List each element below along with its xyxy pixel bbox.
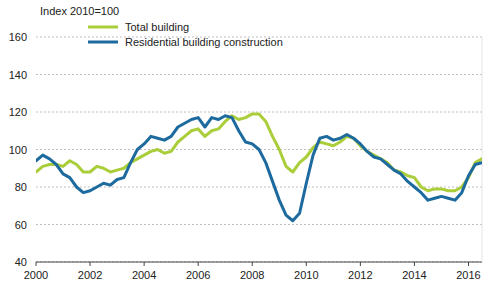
legend-swatch	[88, 26, 118, 29]
y-tick-label: 120	[9, 106, 27, 118]
x-axis-line	[36, 262, 482, 263]
grid-line	[36, 74, 482, 75]
y-tick-label: 140	[9, 69, 27, 81]
grid-line	[36, 112, 482, 113]
x-tick-label: 2004	[132, 269, 156, 281]
x-tick	[468, 262, 469, 266]
legend-swatch	[88, 41, 118, 44]
chart-svg: 40 60 80 100 120 140 160 2000 2002 2004 2006 2008 20…	[0, 0, 491, 302]
x-tick	[306, 262, 307, 266]
legend-label: Total building	[125, 21, 189, 33]
x-tick-label: 2000	[24, 269, 48, 281]
plot-area	[36, 114, 482, 221]
series-line	[36, 116, 482, 221]
y-tick-label: 100	[9, 144, 27, 156]
legend-label: Residential building construction	[125, 36, 283, 48]
x-tick	[360, 262, 361, 266]
x-tick	[252, 262, 253, 266]
chart-container: 40 60 80 100 120 140 160 2000 2002 2004 2006 2008 20…	[0, 0, 491, 302]
x-tick-label: 2006	[186, 269, 210, 281]
x-tick-label: 2012	[348, 269, 372, 281]
background	[0, 0, 491, 302]
x-tick	[36, 262, 37, 266]
x-tick-label: 2014	[402, 269, 426, 281]
x-tick	[90, 262, 91, 266]
x-tick-label: 2016	[456, 269, 480, 281]
x-tick-label: 2002	[78, 269, 102, 281]
y-tick-label: 40	[15, 256, 27, 268]
x-tick	[198, 262, 199, 266]
x-tick	[414, 262, 415, 266]
x-tick-label: 2008	[240, 269, 264, 281]
x-tick-label: 2010	[294, 269, 318, 281]
plot-frame-right	[482, 37, 483, 262]
y-tick-label: 160	[9, 31, 27, 43]
grid-line	[36, 262, 482, 263]
x-tick	[144, 262, 145, 266]
grid-line	[36, 224, 482, 225]
y-tick-label: 80	[15, 181, 27, 193]
subtitle: Index 2010=100	[40, 5, 119, 17]
y-tick-label: 60	[15, 219, 27, 231]
